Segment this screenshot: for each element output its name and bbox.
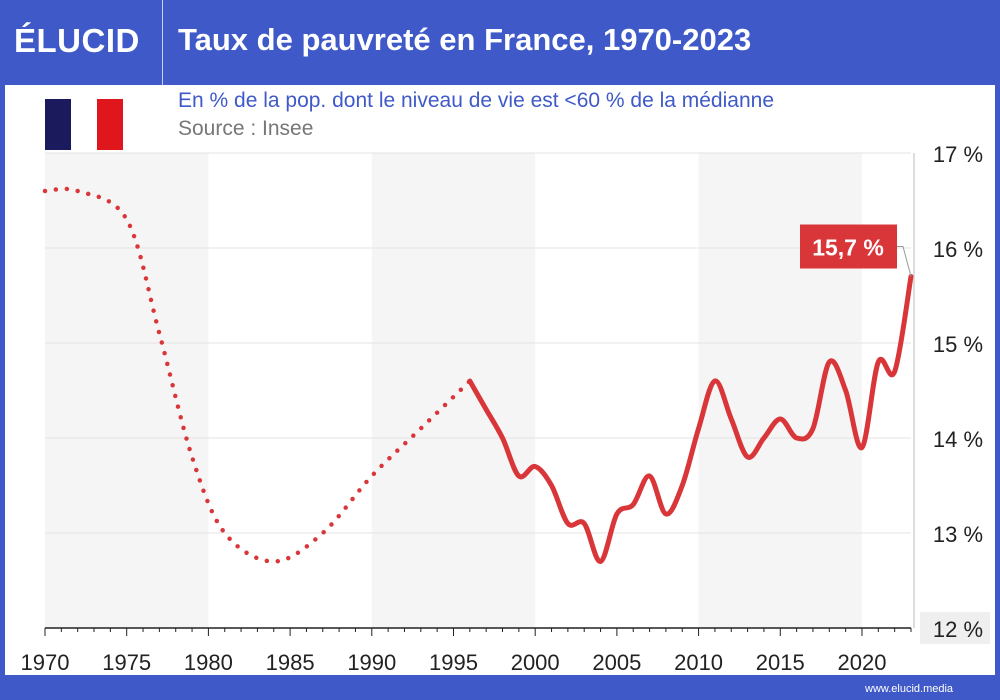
- x-tick-label: 2020: [838, 650, 887, 675]
- decade-band: [371, 153, 536, 628]
- french-flag-icon: [45, 99, 123, 150]
- x-tick-label: 1980: [184, 650, 233, 675]
- annotation-leader: [897, 246, 912, 277]
- annotation-box: [800, 224, 897, 269]
- chart-source: Source : Insee: [178, 117, 314, 140]
- header-divider: [162, 0, 163, 85]
- x-tick-label: 1995: [429, 650, 478, 675]
- y-tick-label: 14 %: [933, 427, 983, 452]
- flag-stripe-red: [97, 99, 123, 150]
- y-tick-label: 16 %: [933, 237, 983, 262]
- x-tick-label: 2005: [592, 650, 641, 675]
- flag-stripe-white: [71, 99, 97, 150]
- series-line-dotted: [42, 186, 473, 564]
- y-tick-label: 17 %: [933, 142, 983, 167]
- x-tick-label: 1985: [266, 650, 315, 675]
- x-tick-label: 1975: [102, 650, 151, 675]
- footer-url[interactable]: www.elucid.media: [865, 683, 954, 695]
- y-tick-label: 13 %: [933, 522, 983, 547]
- flag-stripe-blue: [45, 99, 71, 150]
- y-tick-label: 15 %: [933, 332, 983, 357]
- y-label-bg: [920, 612, 990, 644]
- x-tick-label: 2000: [511, 650, 560, 675]
- decade-band: [45, 153, 209, 628]
- chart-title: Taux de pauvreté en France, 1970-2023: [178, 22, 752, 57]
- x-tick-label: 2010: [674, 650, 723, 675]
- annotation-label: 15,7 %: [812, 235, 884, 261]
- y-tick-label: 12 %: [933, 617, 983, 642]
- x-tick-label: 1990: [347, 650, 396, 675]
- elucid-logo: ÉLUCID: [14, 22, 140, 59]
- x-tick-label: 2015: [756, 650, 805, 675]
- header: ÉLUCID Taux de pauvreté en France, 1970-…: [0, 0, 1000, 85]
- series-line-solid: [467, 274, 914, 565]
- chart-subtitle: En % de la pop. dont le niveau de vie es…: [178, 89, 774, 112]
- x-tick-label: 1970: [21, 650, 70, 675]
